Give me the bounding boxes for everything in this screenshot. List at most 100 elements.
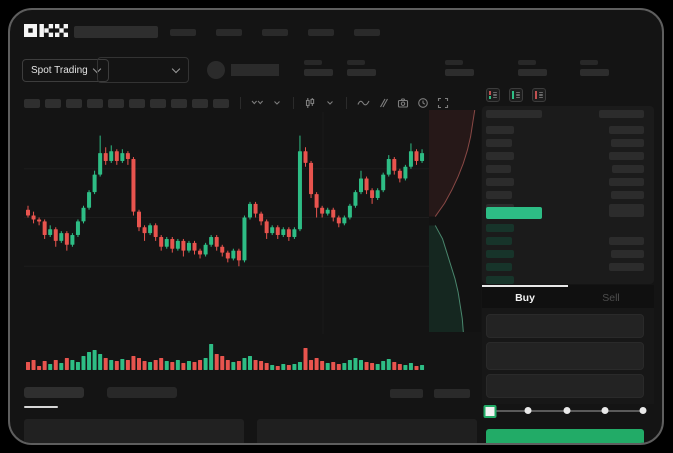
- price-skeleton: [486, 110, 542, 118]
- ticker-stat: [304, 60, 334, 76]
- interval-button[interactable]: [24, 98, 40, 108]
- nav-item-skeleton: [262, 29, 288, 36]
- stat-label-skeleton: [518, 60, 536, 65]
- bid-row: [486, 237, 644, 246]
- bid-row: [486, 263, 644, 272]
- price-input[interactable]: [486, 314, 644, 338]
- chevron-icon[interactable]: [270, 96, 284, 110]
- order-book: [482, 106, 654, 284]
- ask-row: [486, 165, 644, 174]
- slider-stop[interactable]: [639, 407, 647, 414]
- ask-row: [486, 178, 644, 187]
- history-tab[interactable]: [107, 387, 177, 398]
- price-skeleton: [486, 139, 512, 147]
- slider-handle[interactable]: [483, 405, 497, 418]
- price-skeleton: [486, 263, 512, 271]
- ask-row: [486, 139, 644, 148]
- interval-button[interactable]: [171, 98, 187, 108]
- bottom-tabs: [24, 387, 474, 411]
- divider: [240, 97, 241, 109]
- top-nav: [170, 29, 380, 36]
- interval-button[interactable]: [213, 98, 229, 108]
- candlestick-chart[interactable]: [24, 112, 435, 334]
- amount-skeleton: [612, 165, 644, 173]
- pair-name-skeleton: [231, 64, 279, 76]
- pair-select-dropdown[interactable]: [97, 57, 189, 83]
- last-price-highlight: [486, 207, 542, 219]
- slider-stop[interactable]: [563, 407, 570, 414]
- chart-toolbar: [24, 94, 453, 112]
- price-skeleton: [486, 191, 512, 199]
- app-window: Spot Trading: [8, 8, 664, 445]
- price-skeleton: [486, 152, 514, 160]
- price-skeleton: [486, 224, 514, 232]
- interval-button[interactable]: [87, 98, 103, 108]
- book-combined-icon[interactable]: [486, 88, 500, 102]
- stat-label-skeleton: [347, 60, 365, 65]
- market-header: Spot Trading: [10, 56, 662, 90]
- ask-row: [486, 152, 644, 161]
- amount-skeleton: [609, 209, 644, 217]
- candle-type-icon[interactable]: [303, 96, 317, 110]
- okx-logo[interactable]: [24, 23, 68, 38]
- slider-stop[interactable]: [524, 407, 532, 414]
- slider-stop[interactable]: [601, 407, 609, 414]
- divider: [293, 97, 294, 109]
- price-skeleton: [486, 237, 512, 245]
- amount-skeleton: [611, 250, 644, 258]
- sell-tab[interactable]: Sell: [602, 291, 620, 304]
- interval-button[interactable]: [192, 98, 208, 108]
- chevron-down-icon: [171, 64, 181, 73]
- ticker-stat: [580, 60, 610, 76]
- amount-input[interactable]: [486, 342, 644, 370]
- divider: [346, 97, 347, 109]
- filter-chip[interactable]: [434, 389, 470, 398]
- indicators-icon[interactable]: [376, 96, 390, 110]
- interval-button[interactable]: [108, 98, 124, 108]
- nav-item-skeleton: [216, 29, 242, 36]
- interval-buttons: [24, 98, 234, 108]
- line-tool-icon[interactable]: [356, 96, 370, 110]
- stat-value-skeleton: [304, 69, 333, 76]
- total-input[interactable]: [486, 374, 644, 398]
- market-selector-button[interactable]: Spot Trading: [22, 59, 109, 82]
- stat-label-skeleton: [580, 60, 598, 65]
- trade-panel: Buy Sell: [482, 86, 654, 443]
- amount-skeleton: [599, 110, 644, 118]
- chevrons-icon[interactable]: [250, 96, 264, 110]
- interval-button[interactable]: [129, 98, 145, 108]
- orders-tab[interactable]: [24, 387, 84, 398]
- amount-skeleton: [611, 139, 644, 147]
- interval-button[interactable]: [66, 98, 82, 108]
- amount-skeleton: [609, 263, 644, 271]
- amount-skeleton: [609, 204, 644, 212]
- stat-value-skeleton: [445, 69, 474, 76]
- bid-row: [486, 276, 644, 285]
- amount-slider[interactable]: [483, 404, 647, 418]
- amount-skeleton: [609, 126, 644, 134]
- buy-button[interactable]: [486, 429, 644, 443]
- order-form: [482, 308, 654, 404]
- orders-empty-row: [257, 419, 477, 443]
- camera-icon[interactable]: [396, 96, 410, 110]
- buy-tab[interactable]: Buy: [482, 285, 568, 308]
- nav-item-skeleton: [308, 29, 334, 36]
- ask-row: [486, 126, 644, 135]
- amount-skeleton: [609, 152, 644, 160]
- fullscreen-icon[interactable]: [436, 96, 450, 110]
- book-bids-icon[interactable]: [509, 88, 523, 102]
- stat-label-skeleton: [304, 60, 322, 65]
- alert-clock-icon[interactable]: [416, 96, 430, 110]
- stat-value-skeleton: [518, 69, 547, 76]
- nav-item-skeleton: [170, 29, 196, 36]
- chevron-icon[interactable]: [323, 96, 337, 110]
- amount-skeleton: [609, 237, 644, 245]
- book-asks-icon[interactable]: [532, 88, 546, 102]
- filter-chip[interactable]: [390, 389, 423, 398]
- price-skeleton: [486, 165, 511, 173]
- bid-row: [486, 224, 644, 233]
- interval-button[interactable]: [150, 98, 166, 108]
- interval-button[interactable]: [45, 98, 61, 108]
- price-skeleton: [486, 126, 514, 134]
